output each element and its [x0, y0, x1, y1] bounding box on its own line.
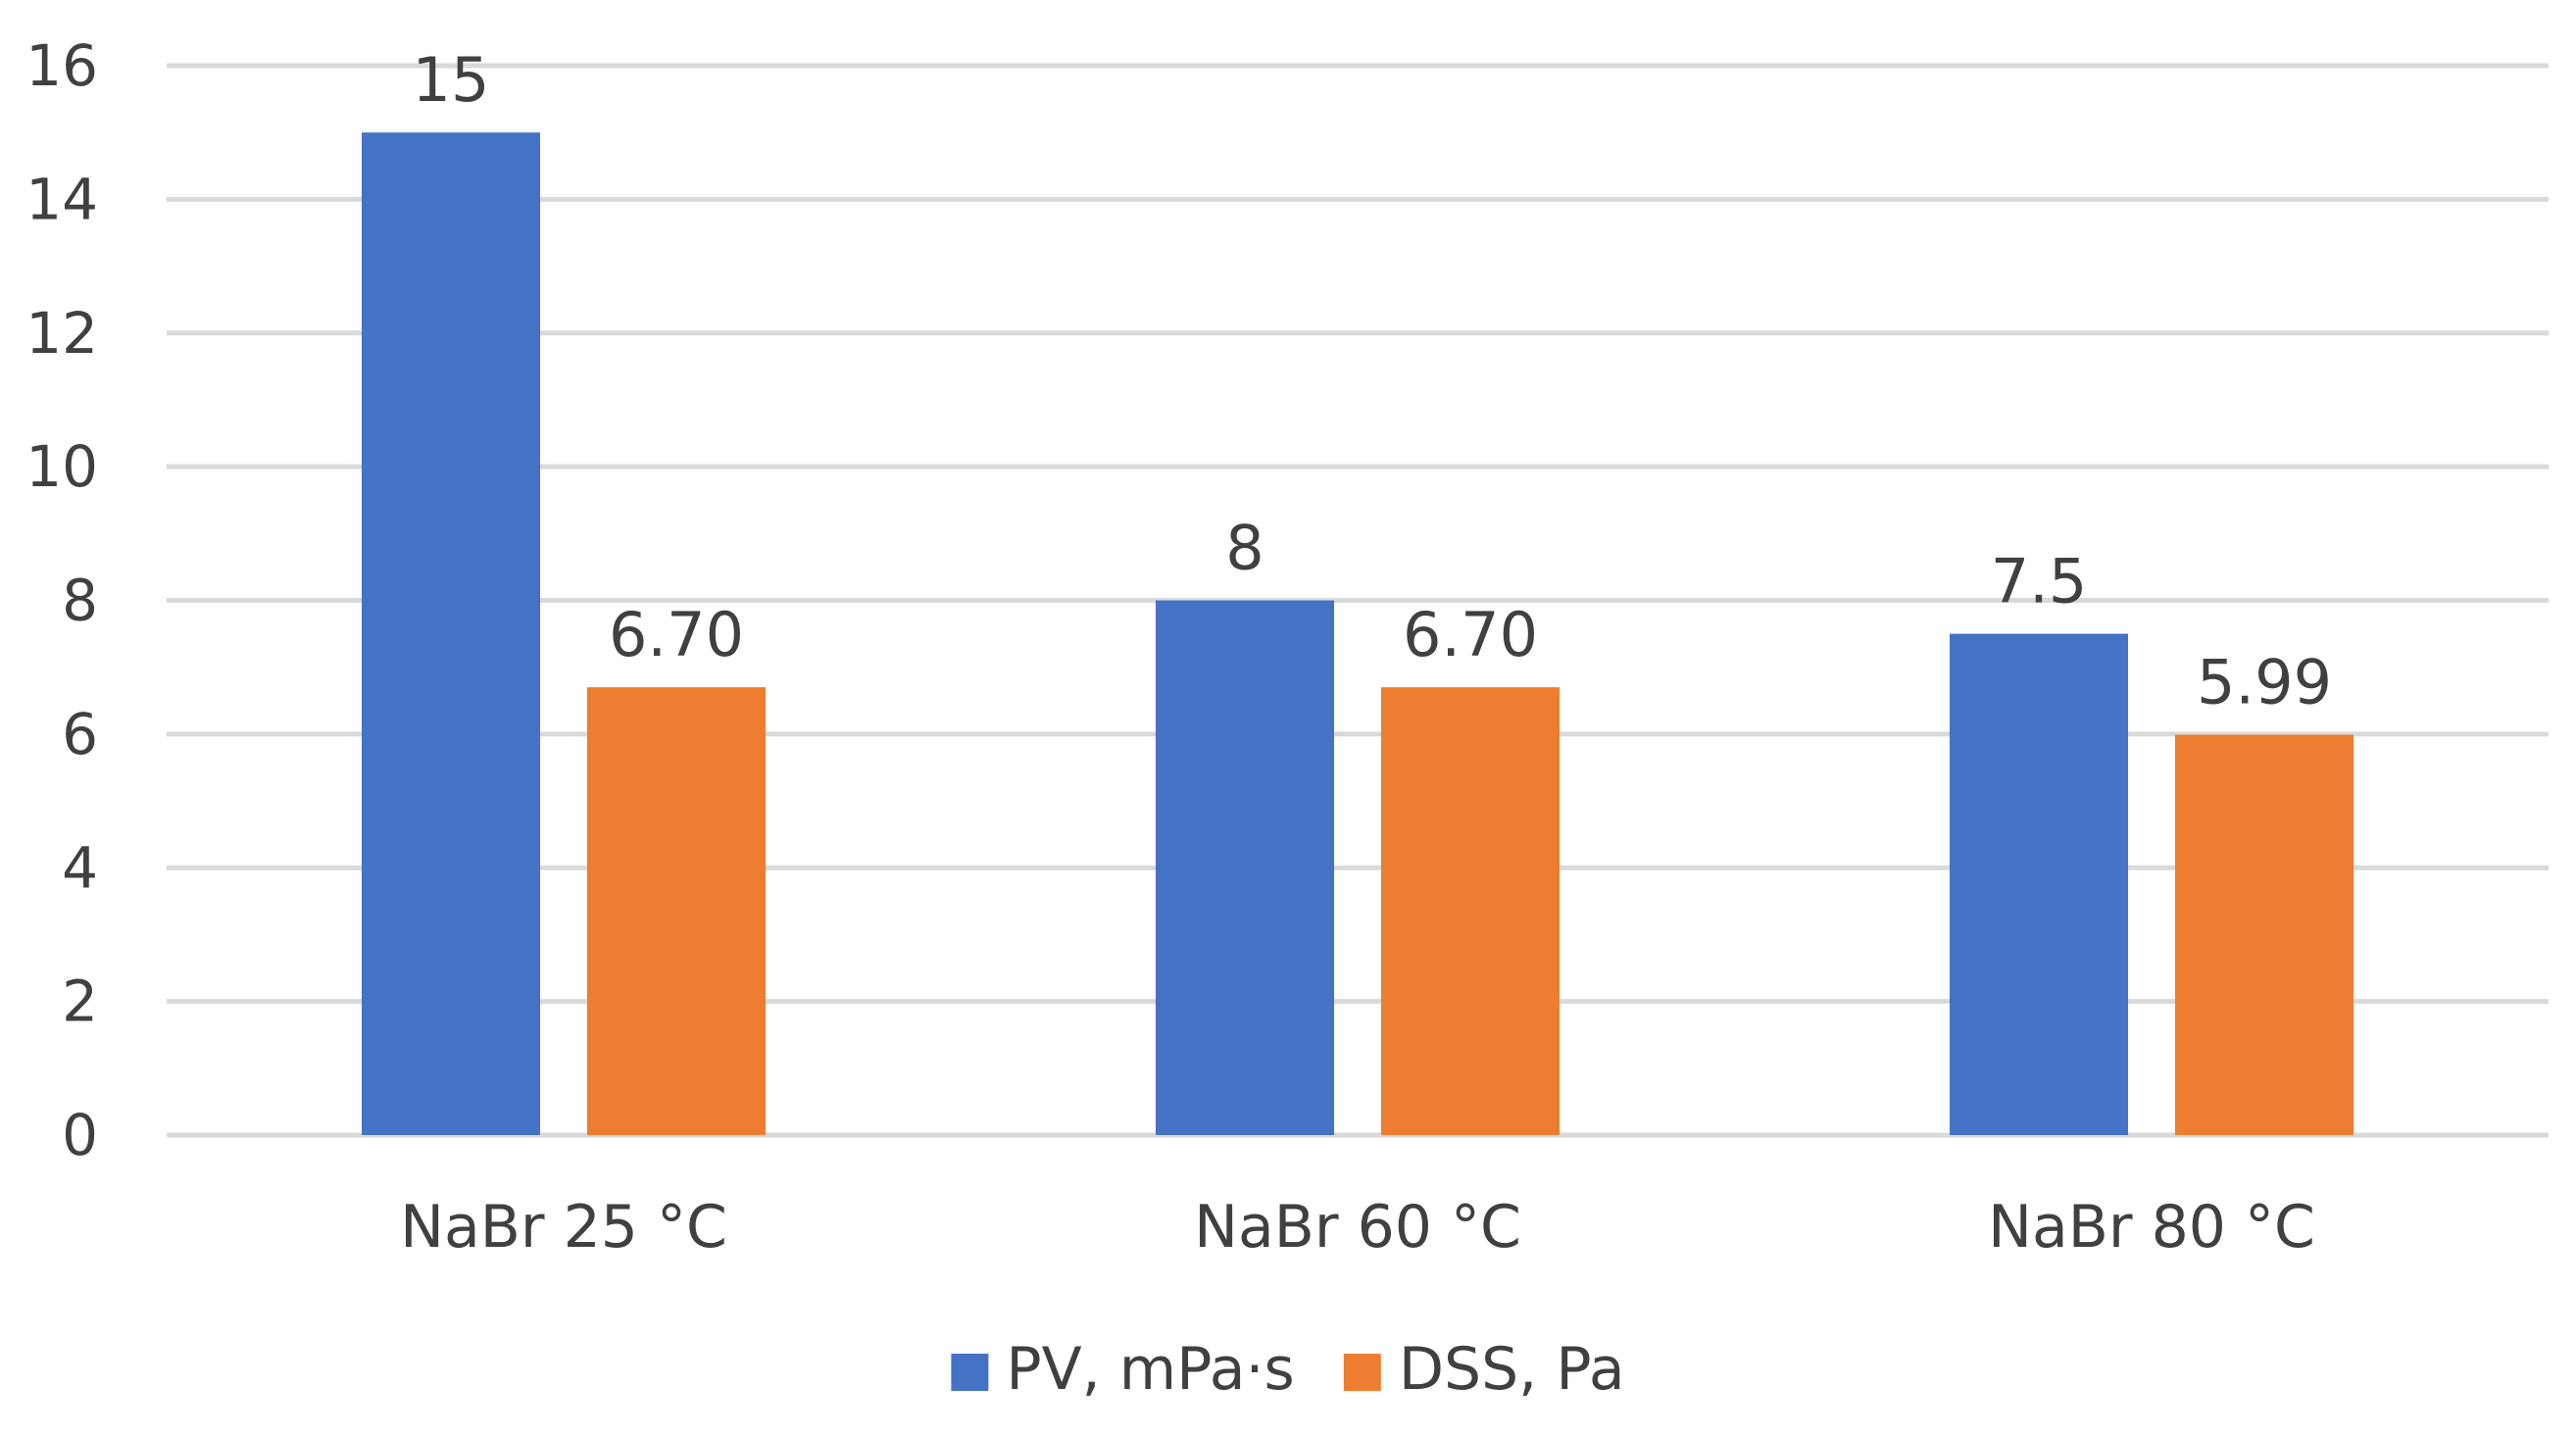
data-label: 15: [413, 44, 490, 116]
data-label: 7.5: [1991, 546, 2088, 618]
data-label: 5.99: [2197, 647, 2332, 718]
y-tick-label: 8: [62, 568, 98, 634]
gridlines: [167, 63, 2549, 1138]
data-labels: 15 6.70 8 6.70 7.5 5.99: [413, 44, 2332, 718]
bar-dss-0: [587, 687, 766, 1135]
data-label: 6.70: [1403, 599, 1538, 670]
bars: [362, 132, 2353, 1135]
legend-swatch-dss: [1343, 1354, 1381, 1391]
y-tick-label: 10: [25, 433, 98, 500]
x-category-label: NaBr 80 °C: [1988, 1193, 2315, 1262]
y-tick-label: 2: [62, 968, 98, 1035]
bar-pv-0: [362, 132, 540, 1135]
bar-pv-2: [1950, 633, 2128, 1135]
legend-label: DSS, Pa: [1399, 1335, 1625, 1404]
y-tick-label: 16: [25, 32, 98, 99]
data-label: 8: [1225, 513, 1263, 584]
x-axis-categories: NaBr 25 °C NaBr 60 °C NaBr 80 °C: [400, 1193, 2315, 1262]
y-axis-ticks: 0 2 4 6 8 10 12 14 16: [25, 32, 98, 1168]
bar-pv-1: [1156, 600, 1334, 1135]
y-tick-label: 12: [25, 300, 98, 367]
data-label: 6.70: [609, 599, 744, 670]
y-tick-label: 14: [25, 166, 98, 232]
legend: PV, mPa·s DSS, Pa: [951, 1335, 1625, 1404]
y-tick-label: 4: [62, 834, 98, 901]
bar-dss-2: [2175, 734, 2353, 1135]
bar-dss-1: [1381, 687, 1560, 1135]
y-tick-label: 6: [62, 701, 98, 768]
y-tick-label: 0: [62, 1102, 98, 1168]
x-category-label: NaBr 60 °C: [1194, 1193, 1521, 1262]
x-category-label: NaBr 25 °C: [400, 1193, 727, 1262]
legend-label: PV, mPa·s: [1006, 1335, 1294, 1404]
legend-swatch-pv: [951, 1354, 989, 1391]
